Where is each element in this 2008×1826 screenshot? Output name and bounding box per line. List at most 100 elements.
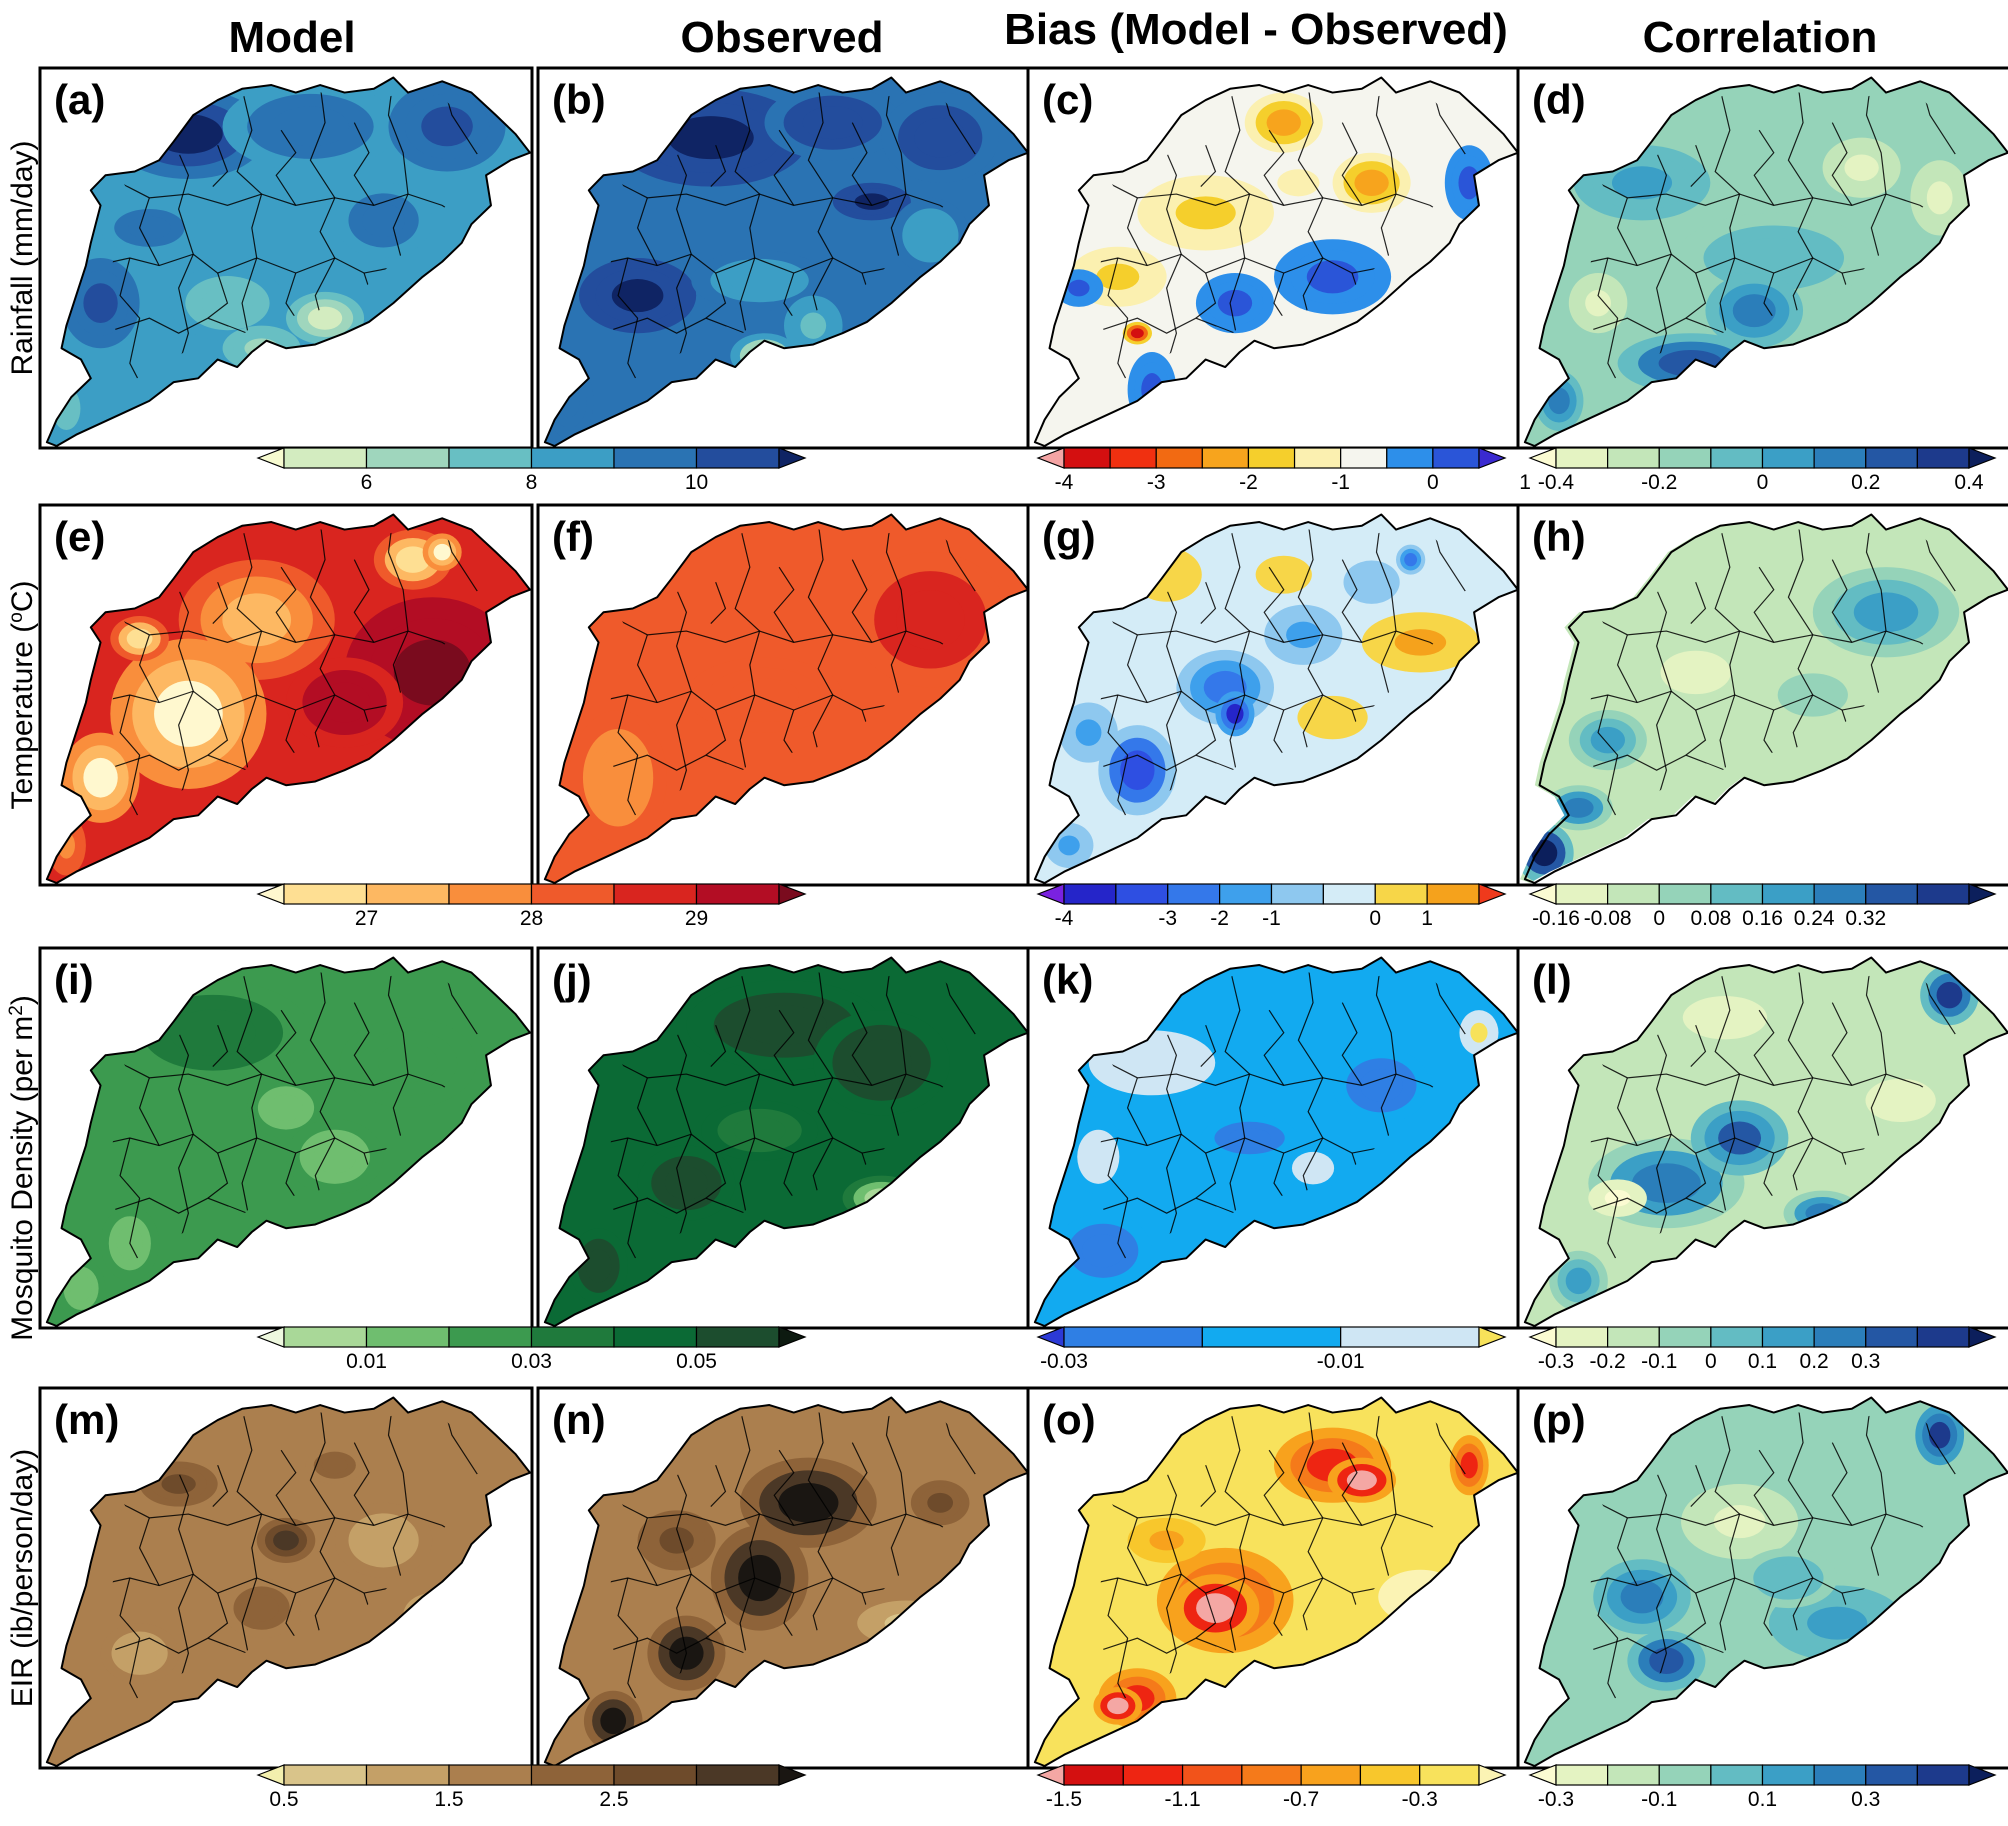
colorbar-end-high (1478, 447, 1507, 469)
state-outline (545, 958, 1028, 1326)
colorbar-eir-bias: -1.5 -1.1 -0.7 -0.3 (1036, 1764, 1507, 1811)
colorbar-segment (530, 1326, 615, 1348)
colorbar-segment (1813, 883, 1867, 905)
district-boundary (774, 1010, 794, 1085)
state-outline (1035, 958, 1518, 1326)
colorbar-end-high (778, 883, 807, 905)
district-boundary (237, 969, 261, 1232)
colorbar-segment (1607, 447, 1660, 469)
colorbar-segment (1607, 1764, 1660, 1786)
colorbar-segment (530, 883, 615, 905)
district-boundary (1652, 1461, 1672, 1702)
district-boundary (735, 1409, 759, 1672)
colorbar-tick-label: 29 (685, 907, 708, 930)
district-boundary (1128, 198, 1148, 266)
colorbar-segment (613, 447, 698, 469)
district-boundary (1691, 1025, 1706, 1066)
colorbar-end-high (1968, 1764, 1997, 1786)
colorbar-segment (283, 1326, 368, 1348)
contour-region (318, 682, 371, 723)
map-panel-j: (j) (538, 948, 1030, 1328)
district-boundary (603, 612, 969, 661)
contour-region (1285, 174, 1312, 192)
colorbar-segment (1607, 883, 1660, 905)
contour-region (1699, 1004, 1751, 1031)
district-boundary (1691, 582, 1706, 623)
map-field (1520, 950, 2008, 1326)
district-boundary (1686, 1153, 1706, 1198)
contour-region (896, 590, 965, 650)
colorbar-tick-label: 2.5 (599, 1788, 628, 1811)
map-panel-c: (c) (1028, 68, 1520, 448)
map-panels: (a) (b) (c) (d) (e) (f) (g) (h) (i) (j) (k) (l) (m) (… (40, 68, 2008, 1768)
colorbar-segment (1555, 883, 1609, 905)
colorbar-segment (1167, 883, 1221, 905)
district-boundary (808, 85, 832, 333)
colorbar-tick-label: -0.01 (1317, 1350, 1365, 1373)
colorbar-segment (1122, 1764, 1184, 1786)
colorbar-end-high (1968, 883, 1997, 905)
row-labels: Rainfall (mm/day) Temperature (oC) Mosquit… (6, 140, 40, 1707)
district-boundary (1108, 258, 1137, 401)
district-boundary (711, 145, 726, 186)
contour-region (913, 218, 948, 252)
colorbar-temp-corr: -0.16 -0.08 0 0.08 0.16 0.24 0.32 (1528, 883, 1997, 930)
colorbar-mos-model: 0.01 0.03 0.05 (256, 1326, 807, 1373)
column-titles: Model Observed Bias (Model - Observed) C… (228, 5, 1877, 62)
district-boundary (1832, 560, 1852, 643)
map-field (540, 507, 1028, 883)
map-field (540, 950, 1028, 1326)
panel-label: (g) (1042, 513, 1096, 560)
district-boundary (852, 1443, 872, 1526)
state-outline (545, 515, 1028, 883)
colorbar-tick-label: -1.5 (1046, 1788, 1082, 1811)
district-boundary (1686, 273, 1706, 318)
colorbar-segment (1761, 1764, 1815, 1786)
contour-region (1058, 835, 1080, 856)
district-boundary (618, 258, 647, 401)
district-boundary (1686, 1593, 1706, 1638)
contour-region (268, 1094, 304, 1122)
colorbar-segment (695, 883, 780, 905)
district-boundary (672, 1021, 692, 1262)
contour-region (127, 216, 171, 240)
colorbar-segment (1607, 1326, 1660, 1348)
map-panel-o: (o) (1028, 1388, 1520, 1768)
contour-region (585, 1249, 612, 1283)
district-boundary (1754, 1010, 1774, 1085)
contour-region (1286, 621, 1321, 649)
contour-region (222, 593, 292, 647)
colorbar-segment (1270, 883, 1324, 905)
district-boundary (1832, 1003, 1852, 1086)
colorbar-segment (1063, 447, 1111, 469)
colorbar-rain-model: 6 8 10 (256, 447, 807, 494)
district-boundary (638, 1078, 658, 1146)
contour-region (1844, 154, 1879, 181)
map-panel-b: (b) (538, 68, 1030, 448)
district-boundaries (81, 78, 491, 401)
colorbar-tick-label: -1.1 (1164, 1788, 1200, 1811)
colorbar-segment (1710, 1764, 1764, 1786)
contour-region (1730, 238, 1817, 278)
district-boundary (354, 560, 374, 643)
district-boundary (1196, 273, 1216, 318)
map-field (540, 1390, 1028, 1766)
district-boundary (120, 695, 149, 838)
district-boundary (1788, 522, 1812, 770)
district-boundary (1128, 635, 1148, 703)
district-boundary (1225, 89, 1249, 352)
district-boundary (1598, 695, 1627, 838)
district-boundary (1598, 1138, 1627, 1281)
contour-region (1266, 109, 1301, 136)
district-boundary (1583, 175, 1949, 224)
column-title-correlation: Correlation (1643, 13, 1878, 62)
district-boundary (706, 273, 726, 318)
contour-region (854, 193, 890, 210)
colorbar-tick-label: 10 (685, 471, 708, 494)
district-boundary (618, 1138, 647, 1281)
district-boundary (1128, 1078, 1148, 1146)
colorbar-segment (1710, 883, 1764, 905)
colorbar-tick-label: -1 (1331, 471, 1350, 494)
district-boundary (1162, 1461, 1182, 1702)
contour-region (1075, 719, 1102, 746)
